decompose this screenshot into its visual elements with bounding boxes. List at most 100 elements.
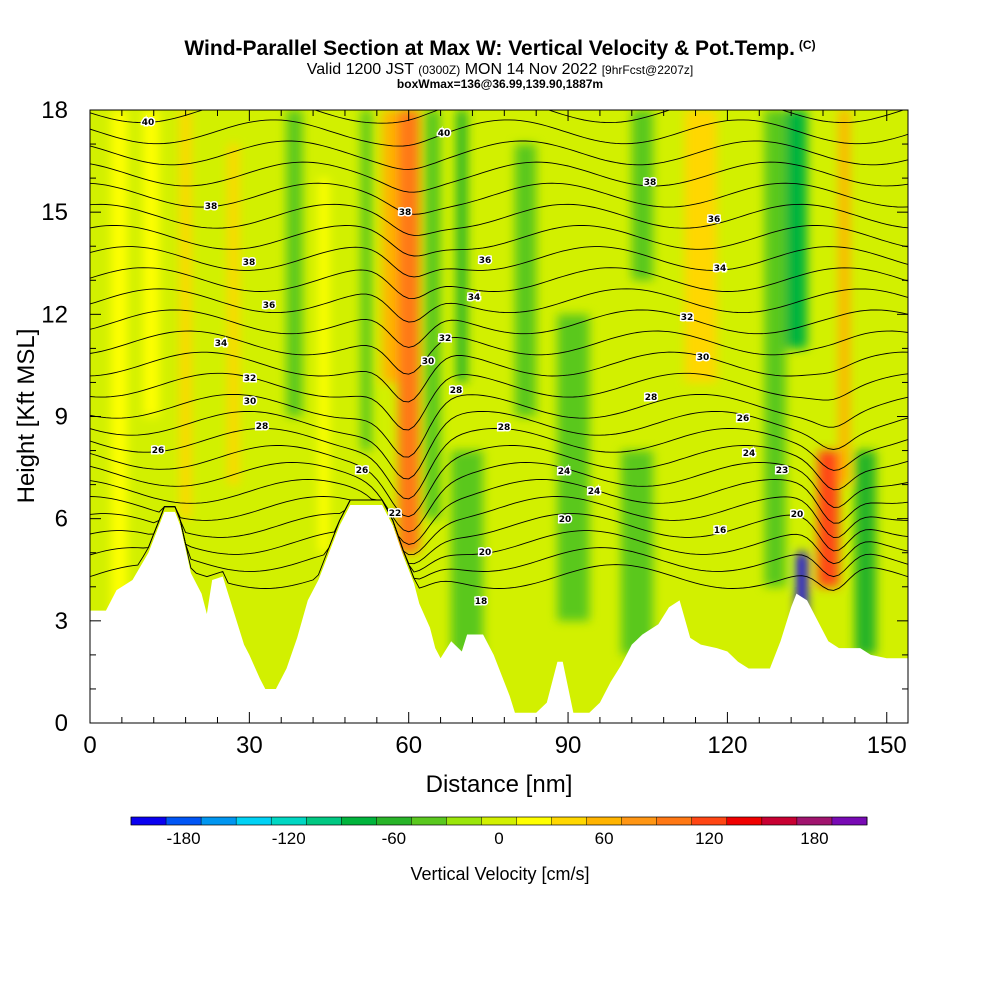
colorbar-tick-label: -120 <box>272 829 306 848</box>
theta-contour-label: 28 <box>256 422 269 432</box>
colorbar-swatch <box>761 817 798 825</box>
colorbar-swatch <box>411 817 447 825</box>
colorbar-tick-label: 180 <box>800 829 828 848</box>
theta-contour-label: 20 <box>791 510 804 520</box>
velocity-band <box>180 110 191 519</box>
x-axis-label: Distance [nm] <box>426 771 573 798</box>
theta-contour-line <box>90 246 908 278</box>
velocity-band <box>796 552 808 621</box>
y-tick-label: 9 <box>55 404 68 431</box>
theta-contour-label: 38 <box>205 202 218 212</box>
colorbar-swatch <box>691 817 728 825</box>
velocity-band <box>785 110 808 349</box>
colorbar-swatch <box>236 817 272 825</box>
theta-contours <box>90 35 908 591</box>
velocity-band <box>228 144 239 485</box>
x-tick-label: 60 <box>395 732 422 759</box>
velocity-band <box>456 110 468 383</box>
colorbar-swatch <box>341 817 377 825</box>
theta-contour-label: 28 <box>498 423 511 433</box>
theta-contour-label: 32 <box>439 334 452 344</box>
theta-contour-label: 34 <box>215 339 228 349</box>
theta-contour-line <box>90 225 908 257</box>
theta-contour-label: 36 <box>479 256 492 266</box>
chart-subtitle: Valid 1200 JST (0300Z) MON 14 Nov 2022 [… <box>306 61 694 78</box>
theta-contour-label: 32 <box>681 313 694 323</box>
velocity-band <box>318 178 330 553</box>
theta-contour-labels: 40 40 38 38 38 38 36 36 36 34 34 34 32 32 32 30 30 30 28 28… <box>140 117 805 609</box>
theta-contour-label: 30 <box>244 397 257 407</box>
x-tick-label: 120 <box>707 732 747 759</box>
theta-contour-line <box>90 499 908 580</box>
theta-contour-label: 26 <box>152 446 165 456</box>
colorbar-tick-label: -60 <box>382 829 407 848</box>
velocity-band <box>817 450 839 587</box>
theta-contour-line <box>90 462 908 533</box>
theta-contour-label: 38 <box>399 208 412 218</box>
y-tick-label: 0 <box>55 710 68 737</box>
theta-contour-line <box>90 288 908 323</box>
y-tick-label: 3 <box>55 608 68 635</box>
colorbar-tick-label: 60 <box>595 829 614 848</box>
colorbar-swatch <box>516 817 552 825</box>
colorbar-swatch <box>306 817 342 825</box>
theta-contour-label: 23 <box>776 466 789 476</box>
colorbar-swatch <box>271 817 307 825</box>
colorbar-tick-label: 120 <box>695 829 723 848</box>
colorbar-tick-label: -180 <box>167 829 201 848</box>
chart-title: Wind-Parallel Section at Max W: Vertical… <box>184 37 816 60</box>
colorbar-swatch <box>832 817 868 825</box>
chart-subtitle-box-wmax: boxWmax=136@36.99,139.90,1887m <box>396 77 604 91</box>
theta-contour-line <box>90 393 908 458</box>
theta-contour-line <box>90 267 908 300</box>
theta-contour-line <box>90 351 908 403</box>
theta-contour-label: 20 <box>559 515 572 525</box>
theta-contour-line <box>90 499 908 591</box>
colorbar-swatch <box>201 817 237 825</box>
x-tick-label: 0 <box>83 732 96 759</box>
colorbar-swatch <box>166 817 202 825</box>
x-tick-label: 90 <box>555 732 582 759</box>
theta-contour-label: 38 <box>644 178 657 188</box>
theta-contour-label: 30 <box>697 353 710 363</box>
x-tick-label: 30 <box>236 732 263 759</box>
colorbar-swatch <box>481 817 517 825</box>
theta-contour-line <box>90 496 908 556</box>
velocity-band <box>398 110 420 553</box>
colorbar-swatch <box>796 817 833 825</box>
colorbar-swatch <box>446 817 482 825</box>
theta-contour-line <box>90 203 908 236</box>
theta-contour-label: 28 <box>645 393 658 403</box>
theta-contour-line <box>90 35 908 59</box>
theta-contour-label: 24 <box>558 467 571 477</box>
colorbar-swatch <box>376 817 412 825</box>
plot-area: 40 40 38 38 38 38 36 36 36 34 34 34 32 32 32 30 30 30 28 28… <box>90 35 908 723</box>
theta-contour-label: 22 <box>389 509 402 519</box>
theta-contour-label: 32 <box>244 374 257 384</box>
theta-contour-line <box>90 182 908 215</box>
y-tick-label: 6 <box>55 506 68 533</box>
terrain-mask <box>90 505 908 723</box>
theta-contour-label: 40 <box>142 118 155 128</box>
velocity-band <box>382 110 399 383</box>
colorbar-swatch <box>726 817 763 825</box>
colorbar-label: Vertical Velocity [cm/s] <box>410 864 589 884</box>
theta-contour-line <box>90 499 908 565</box>
theta-contour-line <box>90 372 908 431</box>
velocity-band <box>424 110 441 519</box>
theta-contour-line <box>90 57 908 81</box>
theta-contour-line <box>90 309 908 348</box>
y-axis-label: Height [Kft MSL] <box>13 329 40 504</box>
theta-contour-label: 34 <box>714 264 727 274</box>
y-tick-label: 12 <box>41 301 68 328</box>
velocity-band <box>143 110 160 417</box>
theta-contour-line <box>90 119 908 147</box>
velocity-band <box>764 110 786 587</box>
y-tick-label: 15 <box>41 199 68 226</box>
theta-contour-line <box>90 140 908 170</box>
theta-contour-label: 26 <box>356 466 369 476</box>
theta-contour-line <box>90 445 908 518</box>
theta-contour-label: 30 <box>422 357 435 367</box>
